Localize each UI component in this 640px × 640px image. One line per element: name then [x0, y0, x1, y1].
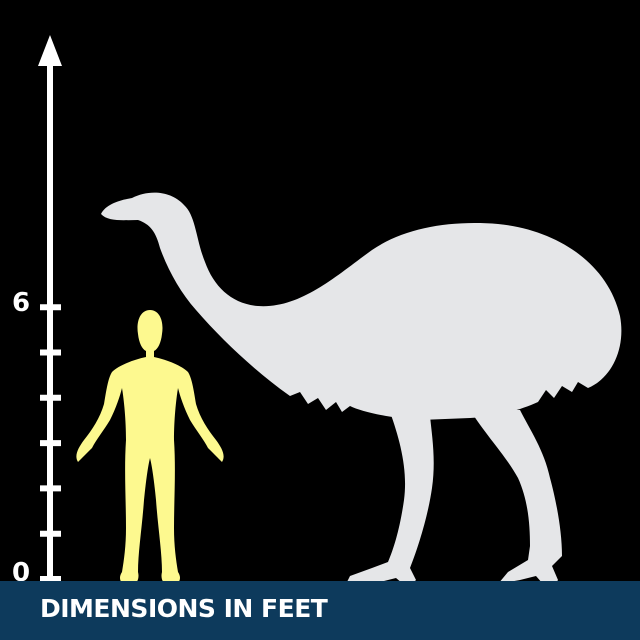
moa-silhouette — [101, 192, 622, 592]
scale-arrow-up-icon — [38, 35, 62, 66]
human-silhouette — [76, 310, 224, 586]
scale-ticks — [40, 304, 61, 582]
tick-label-0: 0 — [12, 558, 31, 588]
human-body — [76, 310, 224, 586]
moa-left-leg — [346, 412, 434, 588]
footer-band — [0, 581, 640, 640]
moa-right-leg — [470, 410, 562, 592]
moa-body — [101, 192, 622, 420]
footer-label: DIMENSIONS IN FEET — [40, 594, 328, 623]
tick-label-6: 6 — [12, 288, 31, 318]
